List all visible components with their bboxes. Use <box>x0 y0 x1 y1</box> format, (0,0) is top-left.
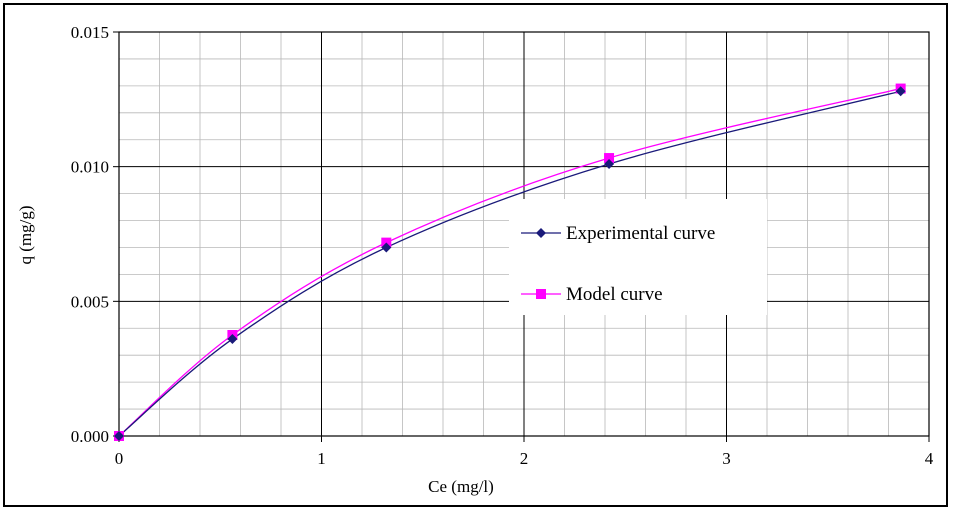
y-axis-title: q (mg/g) <box>16 205 35 264</box>
x-tick-label: 0 <box>115 449 124 468</box>
data-point <box>604 158 615 169</box>
legend-label: Model curve <box>566 284 663 305</box>
legend: Experimental curve Model curve <box>509 199 767 315</box>
series-square <box>118 87 901 437</box>
series-markers <box>114 86 906 441</box>
y-tick-label: 0.015 <box>71 23 109 42</box>
y-axis-ticks: 0.000 0.005 0.010 0.015 <box>71 23 119 446</box>
legend-swatch-marker <box>536 289 546 299</box>
chart-frame: 0 1 2 3 4 0.000 0.005 0.010 0.015 Ce (mg/l) q (… <box>3 3 948 507</box>
x-axis-ticks: 0 1 2 3 4 <box>115 436 934 468</box>
x-axis-title: Ce (mg/l) <box>428 477 494 496</box>
data-point <box>604 153 615 164</box>
series-diamond <box>118 90 901 437</box>
series-layer <box>114 83 906 441</box>
y-tick-label: 0.010 <box>71 158 109 177</box>
chart: 0 1 2 3 4 0.000 0.005 0.010 0.015 Ce (mg/l) q (… <box>16 23 934 496</box>
y-tick-label: 0.000 <box>71 427 109 446</box>
x-tick-label: 4 <box>925 449 934 468</box>
data-point <box>381 242 392 253</box>
legend-swatch-marker <box>536 228 546 238</box>
legend-box <box>509 199 767 315</box>
x-tick-label: 3 <box>722 449 731 468</box>
legend-label: Experimental curve <box>566 223 715 244</box>
y-tick-label: 0.005 <box>71 292 109 311</box>
series-line <box>118 87 901 437</box>
legend-entries: Experimental curve Model curve <box>521 223 715 305</box>
data-point <box>895 86 906 97</box>
series-line <box>118 90 901 437</box>
x-tick-label: 2 <box>520 449 529 468</box>
data-point <box>114 431 124 441</box>
data-point <box>227 334 238 345</box>
x-tick-label: 1 <box>317 449 326 468</box>
